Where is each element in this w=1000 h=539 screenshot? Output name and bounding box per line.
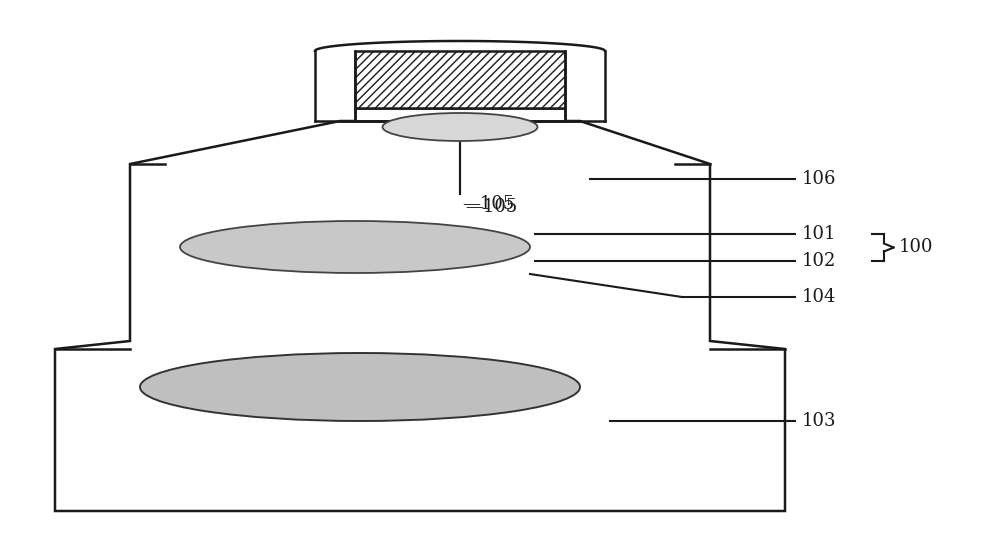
Text: 101: 101	[802, 225, 836, 243]
Bar	[355, 51, 565, 108]
Ellipse shape	[180, 221, 530, 273]
Ellipse shape	[140, 353, 580, 421]
Text: 106: 106	[802, 170, 836, 188]
Text: 104: 104	[802, 288, 836, 306]
Text: —105: —105	[462, 195, 514, 213]
Text: 102: 102	[802, 252, 836, 270]
Text: 103: 103	[802, 412, 836, 430]
Text: 100: 100	[898, 238, 933, 257]
Bar	[355, 108, 565, 121]
Ellipse shape	[382, 113, 538, 141]
Text: —105: —105	[465, 198, 517, 216]
